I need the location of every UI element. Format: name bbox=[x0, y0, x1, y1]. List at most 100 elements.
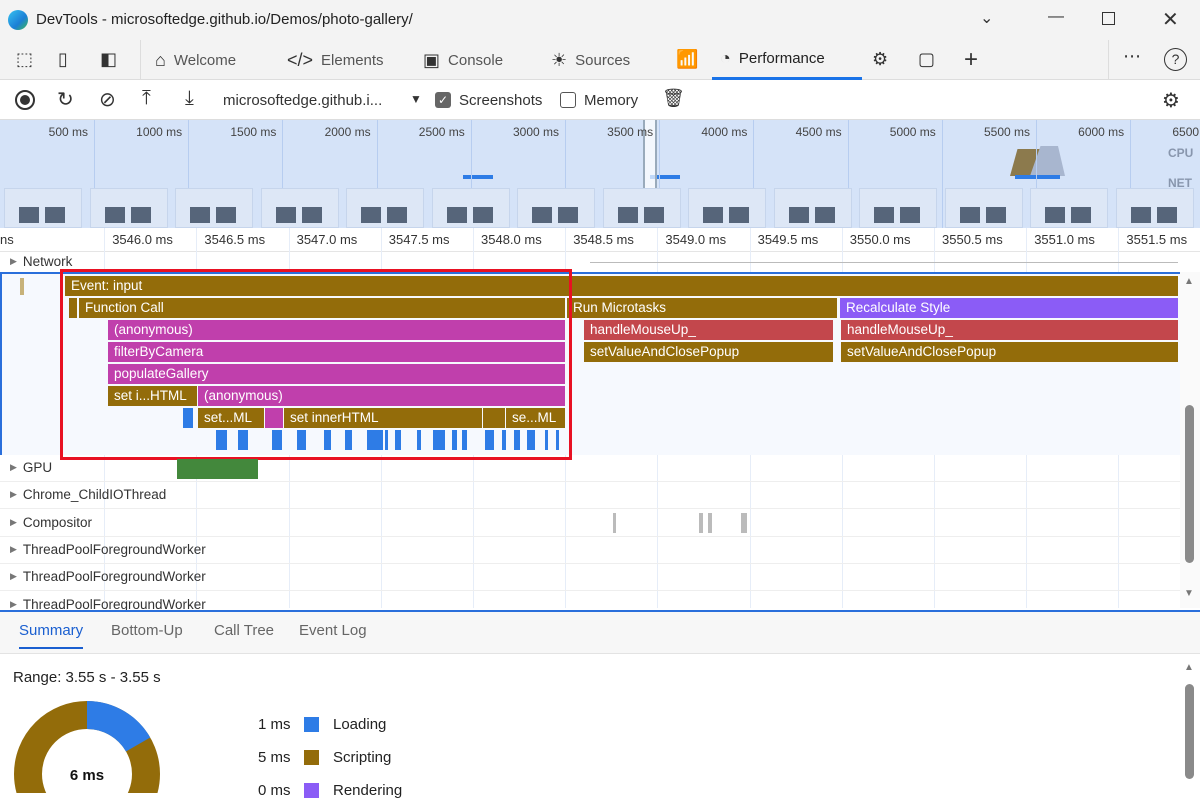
device-emulation-icon[interactable]: ▯ bbox=[58, 49, 68, 69]
flame-set-inner-html[interactable]: set...ML bbox=[198, 408, 264, 428]
flame-handle-mouse-up[interactable]: handleMouseUp_ bbox=[584, 320, 833, 340]
track-compositor[interactable]: ▶ Compositor bbox=[10, 515, 92, 530]
track-gpu[interactable]: ▶ GPU bbox=[10, 460, 52, 475]
maximize-button[interactable] bbox=[1102, 12, 1115, 25]
flame-loading-event[interactable] bbox=[216, 430, 224, 450]
record-button[interactable] bbox=[15, 90, 35, 110]
dropdown-arrow-icon[interactable]: ▼ bbox=[410, 92, 422, 106]
screenshot-thumbnail[interactable] bbox=[89, 188, 168, 228]
vertical-scrollbar[interactable]: ▲ ▼ bbox=[1180, 272, 1200, 608]
tab-sources[interactable]: ☀ Sources bbox=[551, 40, 630, 80]
screenshot-thumbnail[interactable] bbox=[1030, 188, 1108, 228]
cpu-icon[interactable]: ⚙ bbox=[872, 49, 889, 69]
trash-icon[interactable]: 🗑 bbox=[662, 88, 685, 108]
flame-set-inner-html[interactable]: se...ML bbox=[506, 408, 565, 428]
flame-loading-event[interactable] bbox=[417, 430, 421, 450]
flame-loading-event[interactable] bbox=[556, 430, 559, 450]
screenshots-checkbox[interactable]: ✓ bbox=[435, 92, 451, 108]
screenshot-thumbnail[interactable] bbox=[431, 188, 510, 228]
flame-loading-event[interactable] bbox=[367, 430, 383, 450]
flame-event-input[interactable]: Event: input bbox=[65, 276, 1178, 296]
flame-loading-event[interactable] bbox=[224, 430, 227, 450]
flame-anonymous[interactable]: (anonymous) bbox=[198, 386, 565, 406]
dock-icon[interactable]: ◧ bbox=[100, 49, 118, 69]
expand-triangle-icon[interactable]: ▶ bbox=[10, 489, 17, 500]
flame-small-call[interactable] bbox=[69, 298, 77, 318]
screenshot-thumbnail[interactable] bbox=[944, 188, 1023, 228]
track-threadpoolforegroundworker[interactable]: ▶ ThreadPoolForegroundWorker bbox=[10, 569, 206, 584]
flame-filter-by-camera[interactable]: filterByCamera bbox=[108, 342, 565, 362]
flame-loading-event[interactable] bbox=[485, 430, 494, 450]
application-icon[interactable]: ▢ bbox=[918, 49, 936, 69]
download-icon[interactable]: ⤓ bbox=[185, 87, 194, 109]
scroll-up-icon[interactable]: ▲ bbox=[1184, 662, 1194, 673]
network-wifi-icon[interactable]: 📶 bbox=[676, 49, 699, 69]
flame-loading-event[interactable] bbox=[385, 430, 388, 450]
flame-populate-gallery[interactable]: populateGallery bbox=[108, 364, 565, 384]
tab-summary[interactable]: Summary bbox=[19, 622, 84, 649]
flame-loading-event[interactable] bbox=[238, 430, 246, 450]
tab-elements[interactable]: </> Elements bbox=[287, 40, 384, 80]
inspect-icon[interactable]: ⬚ bbox=[16, 49, 34, 69]
expand-triangle-icon[interactable]: ▶ bbox=[10, 516, 17, 527]
flame-anonymous[interactable]: (anonymous) bbox=[108, 320, 565, 340]
flame-anonymous-small[interactable] bbox=[265, 408, 283, 428]
flame-loading-event[interactable] bbox=[545, 430, 548, 450]
expand-triangle-icon[interactable]: ▶ bbox=[10, 598, 17, 609]
tab-event-log[interactable]: Event Log bbox=[299, 622, 367, 639]
flame-loading[interactable] bbox=[183, 408, 193, 428]
target-select[interactable]: microsoftedge.github.i... bbox=[223, 92, 383, 109]
flame-recalculate-style[interactable]: Recalculate Style bbox=[840, 298, 1178, 318]
screenshot-thumbnail[interactable] bbox=[602, 188, 681, 228]
flame-loading-event[interactable] bbox=[514, 430, 520, 450]
flame-handle-mouse-up[interactable]: handleMouseUp_ bbox=[841, 320, 1178, 340]
flame-function-call[interactable]: Function Call bbox=[79, 298, 565, 318]
scroll-down-icon[interactable]: ▼ bbox=[1184, 588, 1194, 599]
tab-welcome[interactable]: ⌂ Welcome bbox=[155, 40, 236, 80]
flame-small-call[interactable] bbox=[483, 408, 505, 428]
tab-bottom-up[interactable]: Bottom-Up bbox=[111, 622, 183, 639]
track-chrome_childiothread[interactable]: ▶ Chrome_ChildIOThread bbox=[10, 487, 166, 502]
flame-loading-event[interactable] bbox=[297, 430, 306, 450]
flame-loading-event[interactable] bbox=[395, 430, 401, 450]
screenshot-thumbnail[interactable] bbox=[859, 188, 937, 228]
flame-loading-event[interactable] bbox=[345, 430, 352, 450]
flame-run-microtasks[interactable]: Run Microtasks bbox=[567, 298, 837, 318]
scrollbar-thumb[interactable] bbox=[1185, 684, 1194, 779]
tab-performance[interactable]: ◔ Performance bbox=[712, 40, 862, 80]
minimize-button[interactable]: — bbox=[1048, 8, 1064, 25]
expand-triangle-icon[interactable]: ▶ bbox=[10, 256, 17, 266]
details-scrollbar[interactable]: ▲ bbox=[1180, 654, 1200, 793]
flame-set-inner-html[interactable]: set i...HTML bbox=[108, 386, 197, 406]
tab-call-tree[interactable]: Call Tree bbox=[214, 622, 275, 639]
screenshot-thumbnail[interactable] bbox=[4, 188, 82, 228]
add-tab-icon[interactable]: + bbox=[964, 46, 979, 73]
tab-console[interactable]: ▣ Console bbox=[423, 40, 503, 80]
flame-set-value-close-popup[interactable]: setValueAndClosePopup bbox=[841, 342, 1178, 362]
track-network[interactable]: ▶ Network bbox=[10, 254, 72, 269]
flame-loading-event[interactable] bbox=[527, 430, 535, 450]
screenshot-thumbnail[interactable] bbox=[260, 188, 339, 228]
screenshot-thumbnail[interactable] bbox=[346, 188, 424, 228]
help-icon[interactable]: ? bbox=[1164, 48, 1187, 71]
track-threadpoolforegroundworker[interactable]: ▶ ThreadPoolForegroundWorker bbox=[10, 542, 206, 557]
track-threadpoolforegroundworker[interactable]: ▶ ThreadPoolForegroundWorker bbox=[10, 597, 206, 612]
screenshot-thumbnail[interactable] bbox=[517, 188, 595, 228]
settings-gear-icon[interactable]: ⚙ bbox=[1162, 90, 1180, 112]
flame-loading-event[interactable] bbox=[502, 430, 506, 450]
flame-set-inner-html[interactable]: set innerHTML bbox=[284, 408, 482, 428]
screenshot-thumbnail[interactable] bbox=[688, 188, 766, 228]
upload-icon[interactable]: ⤒ bbox=[142, 87, 151, 109]
screenshot-thumbnail[interactable] bbox=[1115, 188, 1194, 228]
flame-loading-event[interactable] bbox=[272, 430, 282, 450]
flame-set-value-close-popup[interactable]: setValueAndClosePopup bbox=[584, 342, 833, 362]
expand-triangle-icon[interactable]: ▶ bbox=[10, 462, 17, 472]
flame-loading-event[interactable] bbox=[324, 430, 331, 450]
chevron-down-icon[interactable]: ⌄ bbox=[980, 10, 994, 27]
clear-icon[interactable]: ⊘ bbox=[99, 89, 116, 111]
more-icon[interactable]: ⋯ bbox=[1123, 46, 1141, 66]
screenshot-thumbnail[interactable] bbox=[773, 188, 852, 228]
expand-triangle-icon[interactable]: ▶ bbox=[10, 543, 17, 554]
timeline-overview[interactable]: CPU NET 500 ms 1000 ms 1500 ms 2000 ms 2500 … bbox=[0, 120, 1200, 228]
flame-loading-event[interactable] bbox=[245, 430, 248, 450]
